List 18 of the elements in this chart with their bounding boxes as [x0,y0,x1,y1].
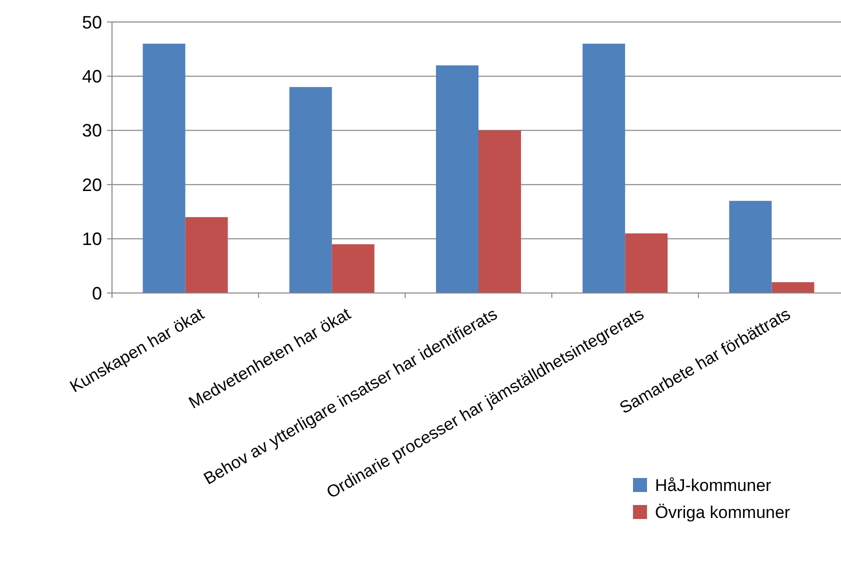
y-tick-label: 20 [82,174,102,195]
bar [478,130,522,293]
bar [625,233,668,293]
bar [332,244,374,293]
y-tick-label: 50 [82,12,102,32]
legend-label: Övriga kommuner [655,502,790,522]
bar [772,282,814,293]
y-tick-label: 0 [92,283,102,304]
bar [729,200,772,293]
bar [582,44,626,293]
bar [436,65,478,293]
y-tick-label: 30 [82,120,102,141]
bar [289,87,332,293]
y-tick-label: 40 [82,66,102,86]
bar [185,217,228,293]
y-tick-label: 10 [82,229,102,250]
bar [142,44,186,293]
legend-label: HåJ-kommuner [655,476,772,495]
